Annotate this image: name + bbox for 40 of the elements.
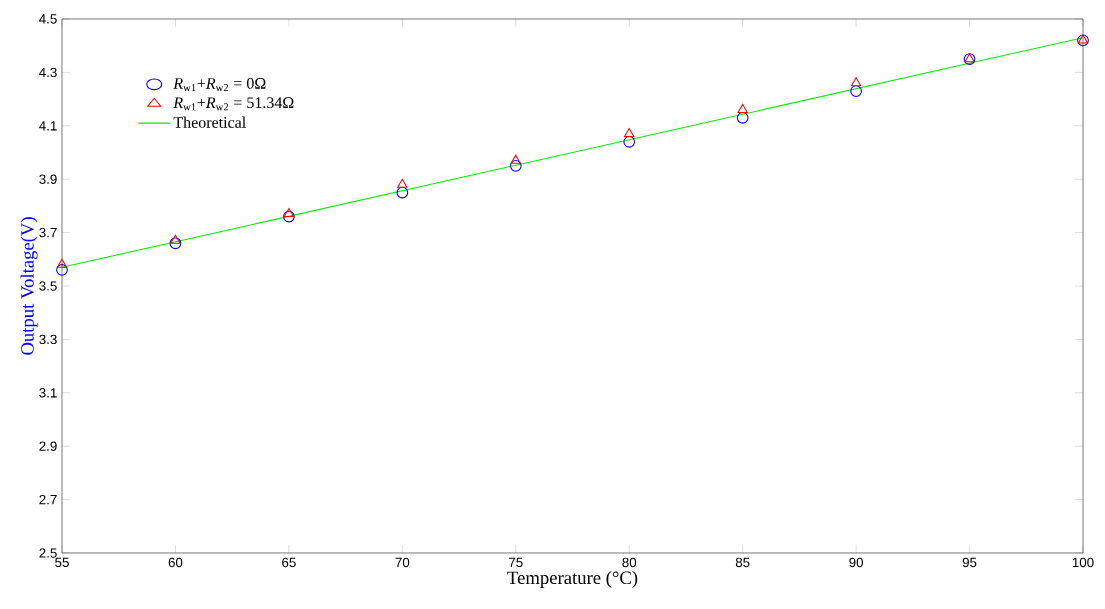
y-tick-label: 4.1 [39,121,57,131]
x-tick-label: 85 [735,557,750,568]
x-tick-label: 80 [622,557,637,568]
y-tick-label: 4.3 [39,67,57,78]
x-tick-label: 70 [395,557,410,568]
legend-label: Theoretical [173,116,246,128]
x-tick-label: 75 [509,557,523,567]
y-axis-title: Output Voltage(V) [20,217,38,355]
point [170,234,181,244]
x-tick-label: 95 [962,557,977,568]
legend-label: R$_{w1}$+R$_{w2}$ = 0Ω [173,77,266,92]
y-tick-label: 2.7 [39,494,57,505]
point [169,237,182,250]
x-tick-label: 65 [282,557,296,568]
point [397,178,408,188]
point [283,210,295,223]
point [737,103,748,113]
point [396,186,409,199]
y-tick-label: 3.7 [39,227,57,238]
y-tick-label: 2.5 [39,548,57,558]
y-tick-label: 3.9 [39,174,57,184]
y-tick-label: 3.5 [39,281,57,291]
point [283,208,295,218]
point [56,264,68,276]
y-tick-label: 2.9 [39,441,57,451]
y-tick-label: 3.3 [39,334,57,345]
point [509,159,522,172]
x-tick-label: 55 [55,557,69,567]
point [56,258,68,268]
x-axis-title: Temperature (°C) [507,570,638,588]
y-tick-label: 4.5 [39,14,57,24]
point [850,77,862,87]
y-tick-label: 3.1 [39,388,57,398]
x-tick-label: 100 [1072,557,1094,568]
x-tick-label: 90 [849,557,864,568]
point [850,85,862,97]
legend-label: R$_{w1}$+R$_{w2}$ = 51.34Ω [173,97,294,111]
point [624,127,635,138]
x-tick-label: 60 [168,557,183,568]
point [510,154,521,164]
